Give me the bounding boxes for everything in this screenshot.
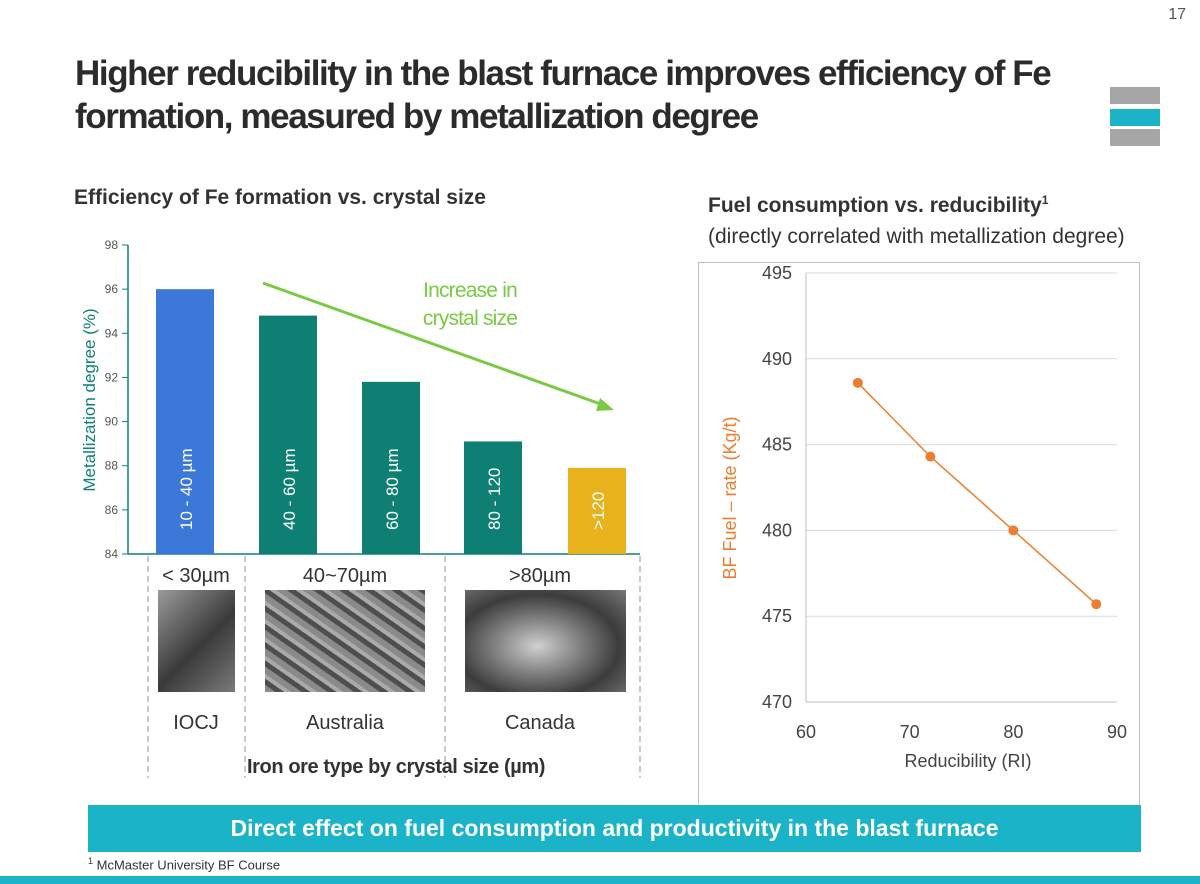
footnote-marker: 1 bbox=[1041, 193, 1049, 207]
group-size-label-2: 40~70µm bbox=[303, 565, 387, 587]
group-size-label-1: < 30µm bbox=[162, 565, 230, 587]
group-ore-label-1: IOCJ bbox=[173, 712, 219, 734]
canada-ore-photo bbox=[465, 590, 626, 692]
bar-label-4: 80 - 120 bbox=[485, 468, 504, 530]
bottom-accent-bar bbox=[0, 876, 1200, 884]
bar-label-2: 40 - 60 µm bbox=[280, 448, 299, 530]
right-chart-title: Fuel consumption vs. reducibility1 bbox=[708, 193, 1048, 218]
data-point-2 bbox=[925, 451, 936, 462]
group-ore-label-3: Canada bbox=[505, 712, 576, 734]
summary-banner: Direct effect on fuel consumption and pr… bbox=[88, 805, 1141, 852]
bar-5 bbox=[568, 467, 626, 554]
data-point-3 bbox=[1008, 525, 1019, 536]
bar-label-3: 60 - 80 µm bbox=[383, 448, 402, 530]
y-tick-label: 485 bbox=[762, 435, 792, 455]
y-tick-label: 90 bbox=[105, 415, 119, 429]
x-tick-label: 80 bbox=[1003, 722, 1023, 742]
x-tick-label: 60 bbox=[796, 722, 816, 742]
x-tick-label: 90 bbox=[1107, 722, 1127, 742]
bar-label-1: 10 - 40 µm bbox=[177, 448, 196, 530]
footnote-number: 1 bbox=[88, 856, 94, 866]
y-tick-label: 98 bbox=[105, 238, 119, 252]
y-tick-label: 84 bbox=[105, 547, 119, 561]
slide-title: Higher reducibility in the blast furnace… bbox=[75, 54, 1052, 137]
bar-3 bbox=[362, 381, 420, 554]
logo-bar-top bbox=[1110, 87, 1160, 104]
trend-annotation-line-1: Increase in bbox=[423, 279, 517, 302]
logo-bar-bottom bbox=[1110, 129, 1160, 146]
bar-2 bbox=[259, 315, 317, 554]
y-tick-label: 475 bbox=[762, 606, 792, 626]
australia-ore-photo bbox=[265, 590, 425, 692]
y-tick-label: 92 bbox=[105, 370, 119, 384]
y-tick-label: 490 bbox=[762, 349, 792, 369]
iocj-ore-photo bbox=[158, 590, 235, 692]
x-axis-label: Reducibility (RI) bbox=[904, 751, 1031, 771]
x-tick-label: 70 bbox=[900, 722, 920, 742]
data-point-4 bbox=[1091, 599, 1102, 610]
bar-4 bbox=[464, 441, 522, 554]
page-number: 17 bbox=[1168, 6, 1186, 23]
group-ore-label-2: Australia bbox=[306, 712, 385, 734]
right-chart-title-text: Fuel consumption vs. reducibility bbox=[708, 194, 1042, 217]
left-chart-title: Efficiency of Fe formation vs. crystal s… bbox=[74, 186, 486, 209]
y-tick-label: 94 bbox=[105, 326, 119, 340]
y-tick-label: 86 bbox=[105, 503, 119, 517]
data-point-1 bbox=[852, 377, 863, 388]
footnote: 1 McMaster University BF Course bbox=[88, 856, 280, 872]
trend-annotation-line-2: crystal size bbox=[423, 307, 517, 330]
footnote-text: McMaster University BF Course bbox=[96, 857, 281, 873]
trend-arrow-head bbox=[596, 398, 614, 411]
y-tick-label: 88 bbox=[105, 459, 119, 473]
right-chart-subtitle: (directly correlated with metallization … bbox=[708, 225, 1125, 248]
y-tick-label: 470 bbox=[762, 692, 792, 712]
y-tick-label: 480 bbox=[762, 520, 792, 540]
y-axis-label: Metallization degree (%) bbox=[80, 308, 99, 491]
y-tick-label: 495 bbox=[762, 263, 792, 283]
group-size-label-3: >80µm bbox=[509, 565, 571, 587]
trend-arrow-line bbox=[262, 281, 607, 408]
y-tick-label: 96 bbox=[105, 282, 119, 296]
bar-label-5: >120 bbox=[589, 492, 608, 530]
bar-1 bbox=[156, 289, 214, 554]
series-line-1 bbox=[857, 382, 1097, 605]
y-axis-label: BF Fuel – rate (Kg/t) bbox=[720, 416, 740, 579]
logo-bar-middle bbox=[1110, 109, 1160, 126]
x-axis-label: Iron ore type by crystal size (µm) bbox=[247, 756, 545, 778]
